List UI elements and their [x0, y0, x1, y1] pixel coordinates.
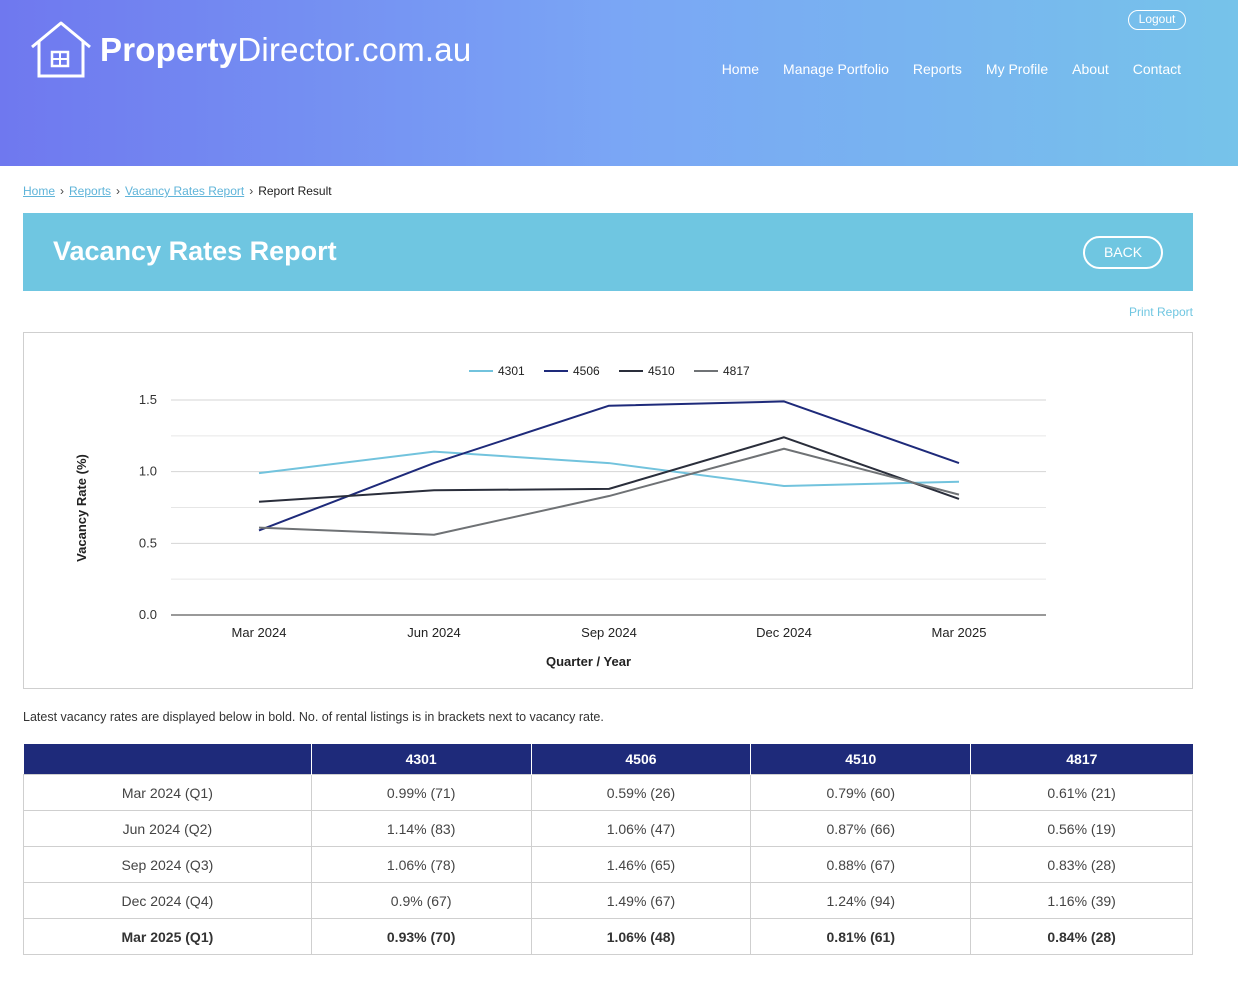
table-header-cell [23, 744, 312, 775]
table-cell: 0.81% (61) [750, 918, 972, 955]
table-note: Latest vacancy rates are displayed below… [23, 710, 604, 724]
series-line-4301 [258, 450, 960, 487]
table-cell: 1.06% (78) [310, 846, 532, 883]
table-cell: 1.06% (48) [530, 918, 752, 955]
print-report-link[interactable]: Print Report [1128, 305, 1193, 319]
table-header-cell: 4506 [530, 744, 751, 775]
table-cell: 0.87% (66) [750, 810, 972, 847]
table-header-cell: 4510 [750, 744, 971, 775]
house-icon [31, 21, 91, 78]
table-row-quarter: Jun 2024 (Q2) [23, 810, 312, 847]
back-button[interactable]: BACK [1083, 236, 1163, 269]
x-tick-label: Jun 2024 [407, 625, 461, 640]
vacancy-rate-chart: 0.0 0.5 1.0 1.5 Mar 2024 Jun 2024 Sep 2024 Dec … [23, 332, 1193, 689]
site-logo[interactable]: PropertyDirector.com.au [28, 20, 471, 78]
y-tick-label: 0.5 [139, 535, 157, 550]
breadcrumb-current: Report Result [258, 184, 332, 198]
table-cell: 0.56% (19) [970, 810, 1193, 847]
nav-my-profile[interactable]: My Profile [985, 61, 1049, 77]
x-tick-label: Dec 2024 [756, 625, 812, 640]
table-header-cell: 4301 [310, 744, 532, 775]
table-header-row: 4301 4506 4510 4817 [23, 744, 1193, 775]
nav-manage-portfolio[interactable]: Manage Portfolio [783, 61, 889, 77]
table-cell: 1.24% (94) [750, 882, 972, 919]
chevron-right-icon: › [249, 184, 254, 198]
table-cell: 0.83% (28) [970, 846, 1193, 883]
table-cell: 0.84% (28) [970, 918, 1193, 955]
legend-label: 4506 [573, 364, 600, 378]
breadcrumb-reports[interactable]: Reports [69, 184, 112, 198]
legend-label: 4817 [723, 364, 750, 378]
legend-label: 4510 [648, 364, 675, 378]
table-cell: 1.06% (47) [530, 810, 752, 847]
table-cell: 1.14% (83) [310, 810, 532, 847]
table-row-quarter: Sep 2024 (Q3) [23, 846, 312, 883]
table-row: Sep 2024 (Q3) 1.06% (78) 1.46% (65) 0.88% (… [23, 846, 1193, 883]
table-row-quarter: Dec 2024 (Q4) [23, 882, 312, 919]
main-nav: Home Manage Portfolio Reports My Profile… [698, 61, 1181, 77]
table-row: Mar 2025 (Q1) 0.93% (70) 1.06% (48) 0.81% (… [23, 918, 1193, 955]
table-cell: 1.49% (67) [530, 882, 752, 919]
y-axis-title: Vacancy Rate (%) [74, 454, 89, 562]
chevron-right-icon: › [60, 184, 65, 198]
page-banner: Vacancy Rates Report BACK [23, 213, 1193, 291]
table-row-quarter: Mar 2024 (Q1) [23, 774, 312, 811]
breadcrumb-vacancy-rates-report[interactable]: Vacancy Rates Report [125, 184, 245, 198]
table-row: Mar 2024 (Q1) 0.99% (71) 0.59% (26) 0.79% (… [23, 774, 1193, 811]
nav-contact[interactable]: Contact [1132, 61, 1181, 77]
breadcrumb-home[interactable]: Home [23, 184, 56, 198]
nav-about[interactable]: About [1072, 61, 1109, 77]
y-tick-label: 1.5 [139, 392, 157, 407]
table-row: Dec 2024 (Q4) 0.9% (67) 1.49% (67) 1.24% (9… [23, 882, 1193, 919]
table-cell: 1.46% (65) [530, 846, 752, 883]
x-tick-label: Mar 2025 [932, 625, 987, 640]
x-tick-label: Sep 2024 [581, 625, 637, 640]
series-line-4510 [258, 436, 960, 503]
brand-name-bold: Property [100, 30, 238, 68]
table-cell: 0.61% (21) [970, 774, 1193, 811]
table-row-quarter: Mar 2025 (Q1) [23, 918, 312, 955]
site-header: PropertyDirector.com.au Logout Home Mana… [0, 0, 1238, 166]
chart-canvas: 0.0 0.5 1.0 1.5 Mar 2024 Jun 2024 Sep 2024 Dec … [74, 364, 1046, 669]
nav-home[interactable]: Home [721, 61, 760, 77]
table-cell: 0.93% (70) [310, 918, 532, 955]
nav-reports[interactable]: Reports [912, 61, 962, 77]
y-tick-label: 0.0 [139, 607, 157, 622]
brand-name: PropertyDirector.com.au [100, 33, 471, 66]
brand-name-rest: Director.com.au [237, 30, 472, 68]
breadcrumb: Home › Reports › Vacancy Rates Report › … [23, 184, 332, 198]
table-row: Jun 2024 (Q2) 1.14% (83) 1.06% (47) 0.87% (… [23, 810, 1193, 847]
series-line-4817 [258, 447, 960, 536]
vacancy-rate-table: 4301 4506 4510 4817 Mar 2024 (Q1) 0.99% (… [23, 744, 1193, 955]
table-cell: 0.88% (67) [750, 846, 972, 883]
x-axis-title: Quarter / Year [546, 654, 631, 669]
table-cell: 0.99% (71) [310, 774, 532, 811]
table-header-cell: 4817 [970, 744, 1193, 775]
legend-label: 4301 [498, 364, 525, 378]
logout-button[interactable]: Logout [1128, 10, 1186, 30]
table-cell: 0.59% (26) [530, 774, 752, 811]
table-cell: 0.79% (60) [750, 774, 972, 811]
y-tick-label: 1.0 [139, 464, 157, 479]
chevron-right-icon: › [116, 184, 121, 198]
series-line-4506 [258, 400, 960, 532]
x-tick-label: Mar 2024 [232, 625, 287, 640]
page-title: Vacancy Rates Report [53, 236, 337, 266]
table-cell: 1.16% (39) [970, 882, 1193, 919]
table-cell: 0.9% (67) [310, 882, 532, 919]
